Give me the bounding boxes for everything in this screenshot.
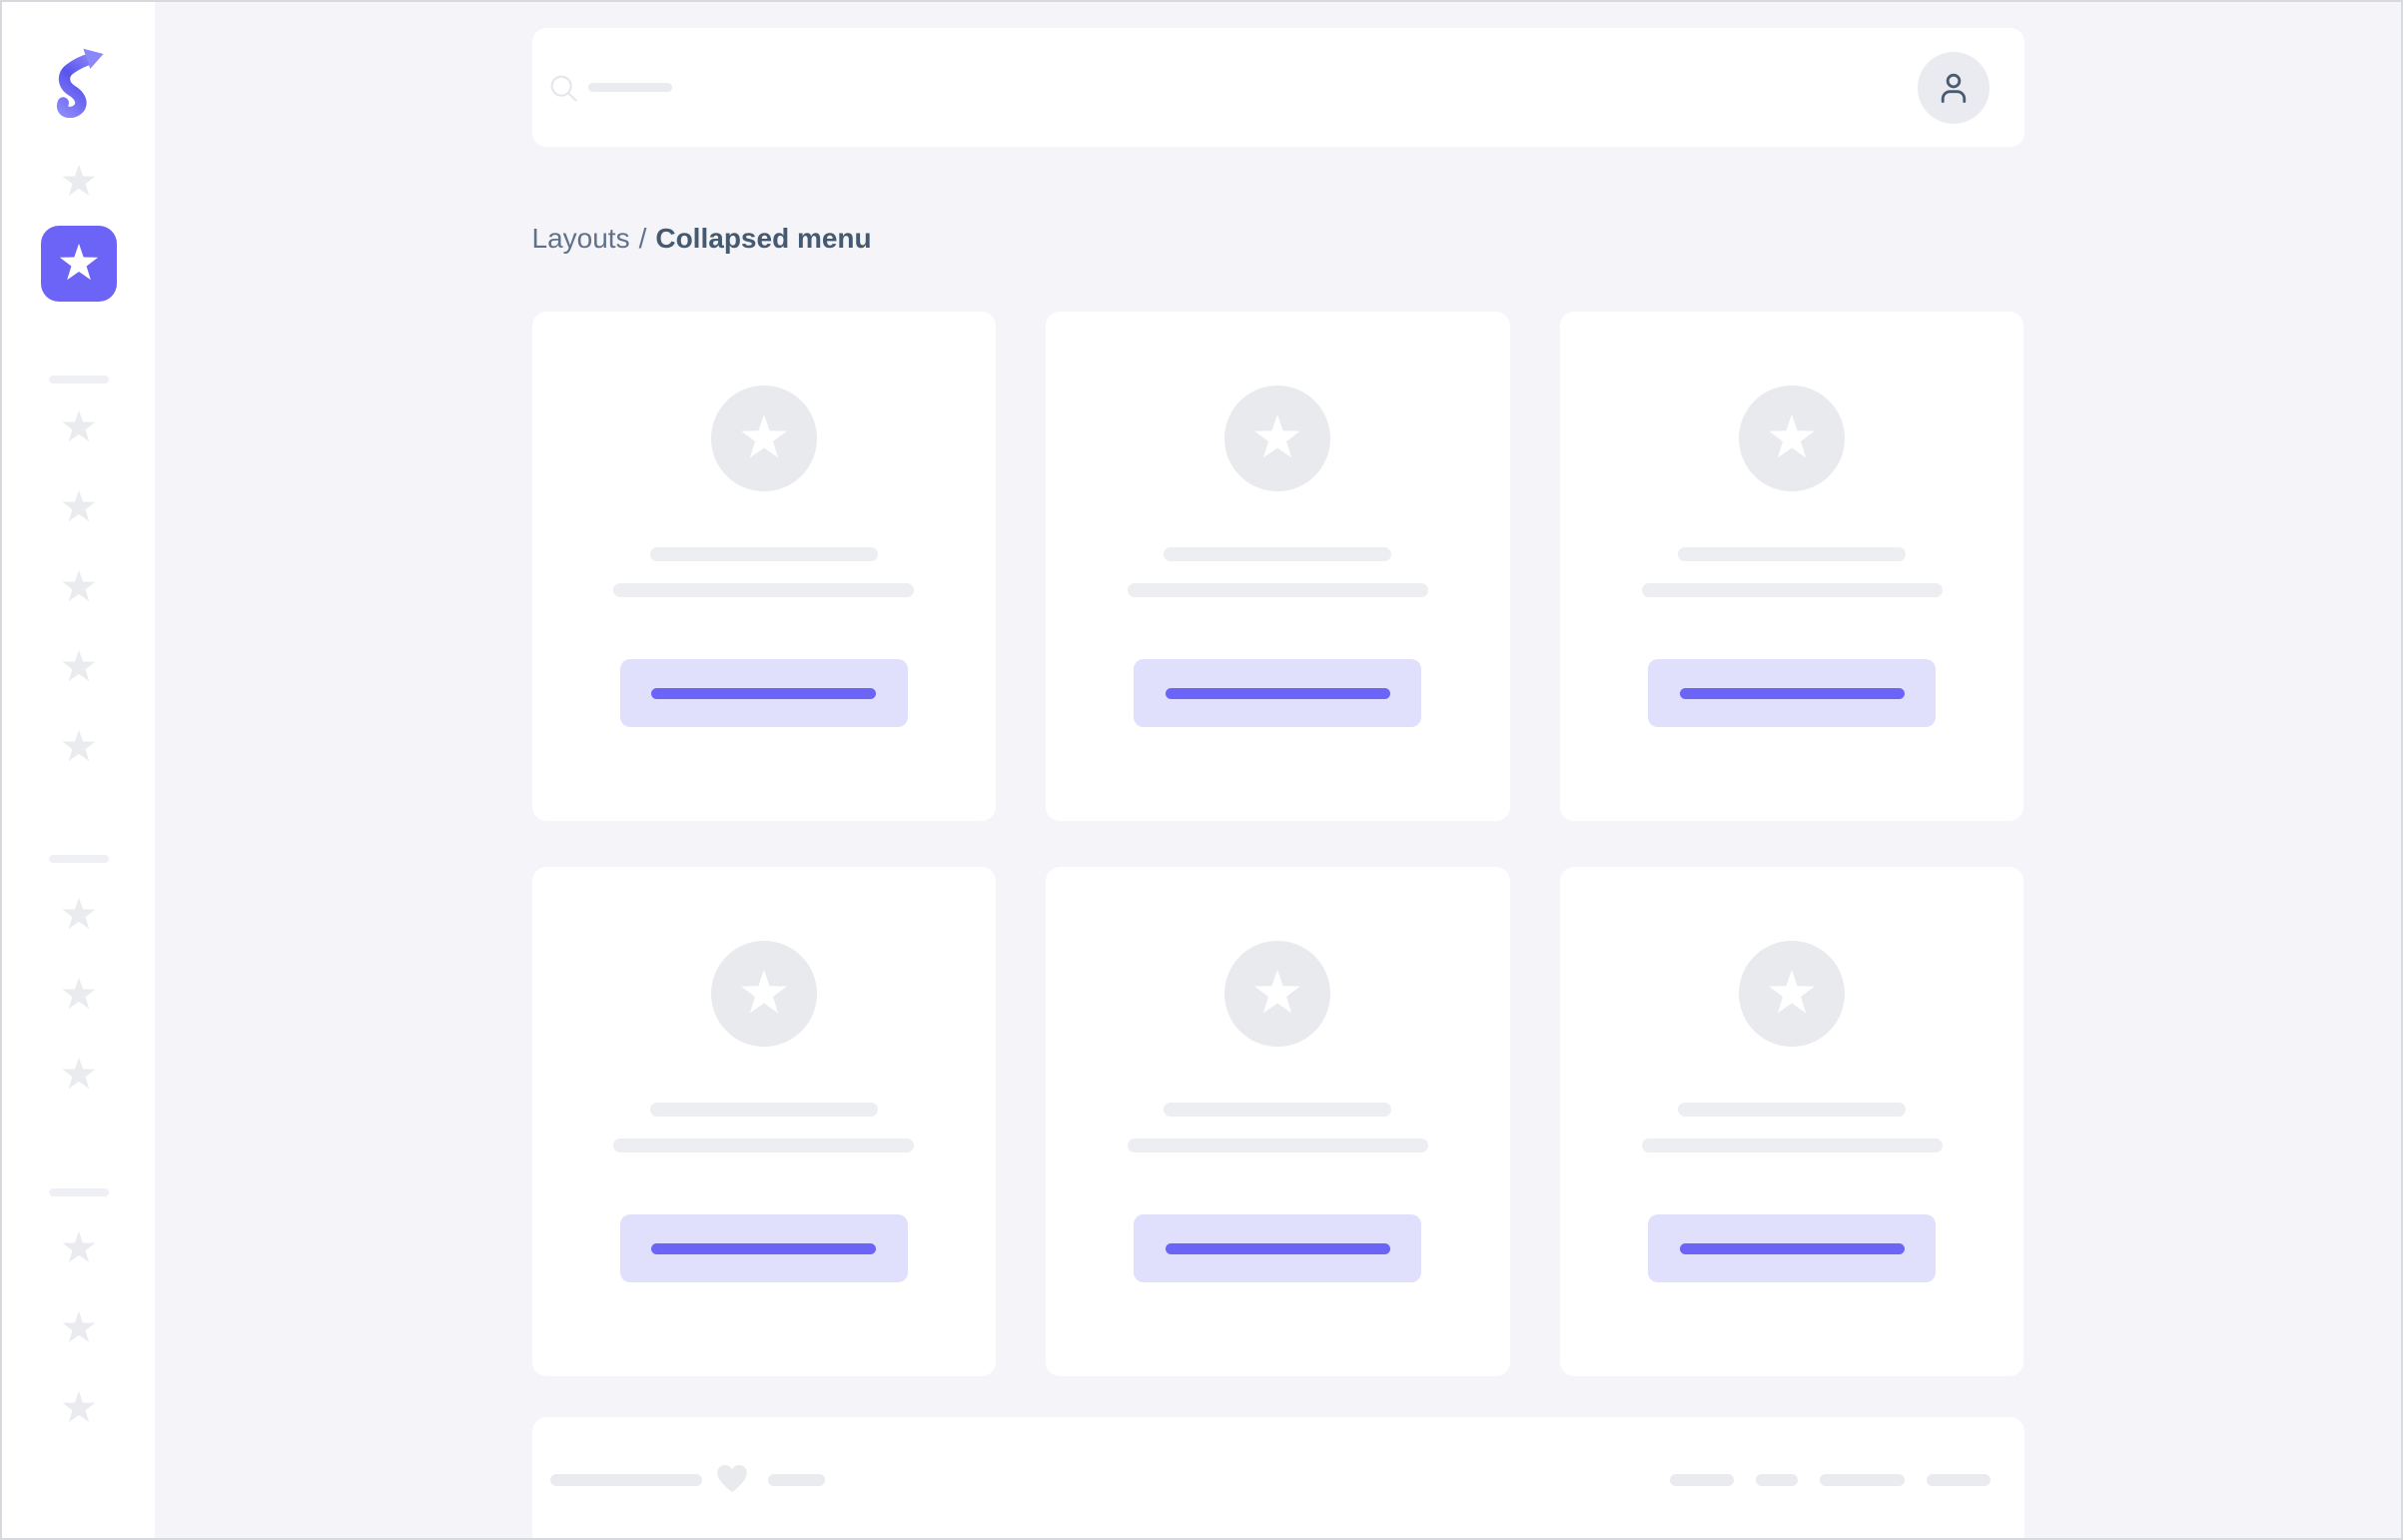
skeleton-title-line	[1678, 547, 1907, 561]
search-input[interactable]	[548, 28, 1918, 147]
sidebar-item[interactable]	[41, 875, 117, 955]
skeleton-title-line	[1164, 1103, 1392, 1117]
star-icon	[1769, 970, 1816, 1014]
breadcrumb-current: Collapsed menu	[655, 223, 872, 254]
skeleton-subtitle-line	[1641, 1139, 1943, 1153]
skeleton-card	[531, 312, 997, 821]
star-icon	[62, 569, 95, 601]
skeleton-title-line	[1164, 547, 1392, 561]
skeleton-subtitle-line	[613, 1139, 915, 1153]
skeleton-chip	[1926, 1474, 1991, 1486]
star-icon	[62, 977, 95, 1009]
star-icon	[62, 1057, 95, 1089]
star-icon	[62, 649, 95, 681]
top-search-bar	[531, 28, 2024, 147]
card-action-button[interactable]	[619, 1214, 908, 1282]
sidebar-item[interactable]	[41, 1035, 117, 1115]
star-icon	[62, 1310, 95, 1342]
skeleton-subtitle-line	[1641, 583, 1943, 597]
sidebar-item-active[interactable]	[40, 226, 117, 302]
skeleton-card	[1559, 867, 2024, 1376]
skeleton-title-line	[649, 547, 878, 561]
star-icon	[740, 414, 787, 458]
sidebar-item[interactable]	[41, 547, 117, 627]
card-grid	[531, 312, 2024, 1376]
main-area: Layouts / Collapsed menu	[155, 2, 2401, 1538]
star-icon	[62, 489, 95, 521]
star-icon	[1254, 970, 1301, 1014]
sidebar-item[interactable]	[41, 387, 117, 467]
card-action-button[interactable]	[1648, 1214, 1937, 1282]
star-icon	[62, 1390, 95, 1422]
sidebar-divider	[48, 1188, 109, 1196]
card-action-button[interactable]	[1134, 1214, 1422, 1282]
button-label-skeleton	[651, 1242, 877, 1254]
app-logo s-arrow-logo-icon[interactable]	[51, 46, 107, 118]
sidebar-item[interactable]	[41, 1208, 117, 1288]
card-avatar	[1739, 385, 1846, 491]
star-icon	[62, 1230, 95, 1262]
card-avatar	[1224, 385, 1331, 491]
person-icon	[1941, 73, 1966, 103]
sidebar-divider	[48, 855, 109, 863]
skeleton-title-line	[1678, 1103, 1907, 1117]
skeleton-card	[1559, 312, 2024, 821]
star-icon	[62, 897, 95, 929]
star-icon	[62, 729, 95, 761]
search-icon	[550, 75, 577, 102]
sidebar-group	[41, 1208, 117, 1448]
star-icon	[1769, 414, 1816, 458]
skeleton-subtitle-line	[613, 583, 915, 597]
sidebar-item[interactable]	[41, 1288, 117, 1368]
card-action-button[interactable]	[619, 659, 908, 727]
skeleton-line	[767, 1474, 825, 1486]
breadcrumb: Layouts / Collapsed menu	[532, 222, 2024, 256]
star-icon	[740, 970, 787, 1014]
card-avatar	[710, 385, 817, 491]
skeleton-subtitle-line	[1127, 1139, 1428, 1153]
skeleton-line	[549, 1474, 702, 1486]
star-icon	[62, 164, 95, 196]
skeleton-subtitle-line	[1127, 583, 1428, 597]
sidebar-item[interactable]	[41, 467, 117, 547]
star-icon	[1254, 414, 1301, 458]
card-action-button[interactable]	[1648, 659, 1937, 727]
sidebar-group	[41, 875, 117, 1115]
skeleton-card	[1046, 867, 1510, 1376]
button-label-skeleton	[651, 687, 877, 699]
sidebar-item[interactable]	[41, 627, 117, 707]
bottom-bar-right-group	[1669, 1474, 1991, 1486]
sidebar-divider	[48, 376, 109, 384]
button-label-skeleton	[1165, 1242, 1390, 1254]
user-avatar-button[interactable]	[1917, 51, 1990, 124]
card-action-button[interactable]	[1134, 659, 1422, 727]
breadcrumb-parent-link[interactable]: Layouts	[531, 223, 630, 254]
star-icon	[62, 409, 95, 441]
button-label-skeleton	[1165, 687, 1390, 699]
skeleton-chip	[1755, 1474, 1798, 1486]
breadcrumb-separator: /	[638, 223, 647, 254]
skeleton-chip	[1819, 1474, 1905, 1486]
button-label-skeleton	[1679, 1242, 1905, 1254]
skeleton-card	[1046, 312, 1510, 821]
heart-icon	[716, 1464, 747, 1493]
sidebar-item[interactable]	[41, 1368, 117, 1448]
skeleton-card	[531, 867, 997, 1376]
bottom-bar	[531, 1417, 2024, 1538]
sidebar-item[interactable]	[41, 142, 117, 222]
button-label-skeleton	[1679, 687, 1905, 699]
skeleton-chip	[1669, 1474, 1734, 1486]
sidebar-rail	[2, 2, 155, 1538]
card-avatar	[1224, 941, 1331, 1047]
sidebar-item[interactable]	[41, 707, 117, 787]
card-avatar	[710, 941, 817, 1047]
skeleton-title-line	[649, 1103, 878, 1117]
sidebar-item[interactable]	[41, 955, 117, 1035]
card-avatar	[1739, 941, 1846, 1047]
sidebar-group	[41, 387, 117, 787]
search-placeholder-skeleton	[587, 83, 672, 92]
star-icon	[59, 243, 98, 281]
